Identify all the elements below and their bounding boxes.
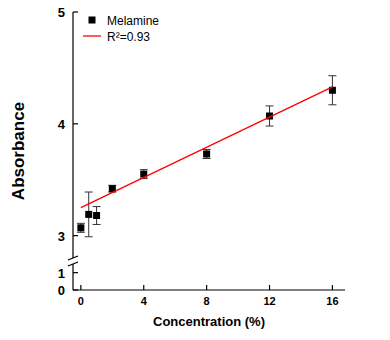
axis-break — [68, 256, 78, 260]
error-cap — [140, 169, 148, 170]
error-cap — [203, 158, 211, 159]
x-tick — [332, 285, 333, 290]
y-tick-label: 0 — [58, 283, 65, 298]
y-axis-upper — [72, 12, 73, 258]
legend-label: R²=0.93 — [107, 30, 150, 44]
point — [203, 151, 210, 158]
error-cap — [93, 206, 101, 207]
y-tick-label: 3 — [58, 229, 65, 244]
error-cap — [85, 236, 93, 237]
point — [85, 211, 92, 218]
y-axis-label: Absorbance — [9, 102, 28, 200]
point — [77, 224, 84, 231]
x-tick-label: 8 — [204, 295, 210, 307]
chart: 0 4 8 12 16 0 1 3 4 5 Concentration (%) Absorbance M… — [0, 0, 390, 340]
fit-line — [81, 87, 333, 208]
x-tick — [269, 285, 270, 290]
error-cap — [328, 104, 336, 105]
error-cap — [266, 126, 274, 127]
error-bar — [93, 207, 101, 225]
y-tick — [73, 11, 78, 12]
axis-break — [68, 262, 78, 266]
legend-swatch — [83, 35, 101, 36]
y-tick-label: 4 — [58, 117, 66, 132]
y-axis-lower — [72, 264, 73, 290]
legend-swatch — [89, 17, 96, 24]
x-tick-label: 12 — [263, 295, 275, 307]
x-tick-label: 16 — [326, 295, 338, 307]
y-tick — [73, 123, 78, 124]
x-tick-label: 4 — [141, 295, 148, 307]
y-tick-label: 5 — [58, 5, 65, 20]
x-tick — [80, 285, 81, 290]
y-tick — [73, 272, 78, 273]
x-tick — [143, 285, 144, 290]
point — [93, 212, 100, 219]
error-bar — [328, 76, 336, 105]
x-tick-label: 0 — [78, 295, 84, 307]
error-cap — [266, 105, 274, 106]
y-tick — [73, 289, 78, 290]
x-tick — [206, 285, 207, 290]
x-axis — [73, 289, 345, 290]
plot-area — [77, 76, 337, 237]
legend: Melamine R²=0.93 — [83, 14, 159, 44]
error-bar — [203, 150, 211, 159]
error-cap — [328, 75, 336, 76]
error-cap — [77, 223, 85, 224]
x-axis-label: Concentration (%) — [153, 314, 265, 329]
y-tick-label: 1 — [58, 266, 65, 281]
error-cap — [85, 192, 93, 193]
y-tick — [73, 235, 78, 236]
error-bar — [85, 192, 93, 237]
error-bar — [77, 223, 85, 232]
error-cap — [77, 232, 85, 233]
legend-label: Melamine — [107, 14, 159, 28]
error-cap — [93, 224, 101, 225]
